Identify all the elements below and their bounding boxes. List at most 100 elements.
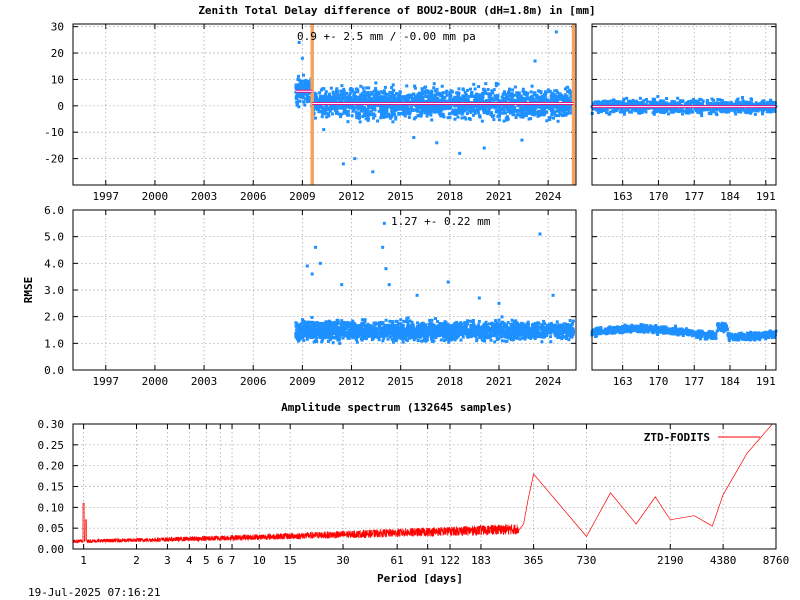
data-point xyxy=(303,80,307,84)
data-point xyxy=(446,116,450,120)
data-point xyxy=(296,74,300,78)
data-point xyxy=(678,99,682,103)
data-point xyxy=(331,341,335,345)
data-point xyxy=(694,106,698,110)
data-point xyxy=(552,93,556,97)
data-point xyxy=(427,95,431,99)
data-point xyxy=(660,109,664,113)
data-point xyxy=(496,82,500,86)
outlier-point xyxy=(533,59,537,63)
data-point xyxy=(347,324,351,328)
data-point xyxy=(430,322,434,326)
data-point xyxy=(556,336,560,340)
data-point xyxy=(531,110,535,114)
data-point xyxy=(484,320,488,324)
data-point xyxy=(325,115,329,119)
data-point xyxy=(453,334,457,338)
data-point xyxy=(298,84,302,88)
data-point xyxy=(404,108,408,112)
data-point xyxy=(656,108,660,112)
data-point xyxy=(618,110,622,114)
data-point xyxy=(303,92,307,96)
data-point xyxy=(315,339,319,343)
data-point xyxy=(355,116,359,120)
data-point xyxy=(323,94,327,98)
data-point xyxy=(506,95,510,99)
data-point xyxy=(488,322,492,326)
data-point xyxy=(320,105,324,109)
data-point xyxy=(420,100,424,104)
data-point xyxy=(423,94,427,98)
data-point xyxy=(504,99,508,103)
data-point xyxy=(488,328,492,332)
data-point xyxy=(360,337,364,341)
data-point xyxy=(338,341,342,345)
data-point xyxy=(705,100,709,104)
data-point xyxy=(485,92,489,96)
data-point xyxy=(326,324,330,328)
data-point xyxy=(657,108,661,112)
data-point xyxy=(738,108,742,112)
data-point xyxy=(523,112,527,116)
data-point xyxy=(296,83,300,87)
data-point xyxy=(683,102,687,106)
data-point xyxy=(382,98,386,102)
data-point xyxy=(379,90,383,94)
data-point xyxy=(626,102,630,106)
y-tick-label: 20 xyxy=(51,47,64,60)
data-point xyxy=(507,336,511,340)
data-point xyxy=(347,99,351,103)
data-point xyxy=(642,102,646,106)
data-point xyxy=(613,102,617,106)
data-point xyxy=(303,103,307,107)
data-point xyxy=(416,109,420,113)
data-point xyxy=(508,87,512,91)
data-point xyxy=(341,97,345,101)
data-point xyxy=(429,110,433,114)
data-point xyxy=(363,113,367,117)
data-point xyxy=(566,327,570,331)
data-point xyxy=(415,321,419,325)
data-point xyxy=(443,106,447,110)
x-tick-label: 2021 xyxy=(486,190,513,203)
data-point xyxy=(539,97,543,101)
data-point xyxy=(383,106,387,110)
data-point xyxy=(566,97,570,101)
data-point xyxy=(331,105,335,109)
data-point xyxy=(313,97,317,101)
x-tick-label: 191 xyxy=(756,190,776,203)
data-point xyxy=(372,321,376,325)
outlier-point xyxy=(341,162,345,166)
data-point xyxy=(398,90,402,94)
data-point xyxy=(473,87,477,91)
data-point xyxy=(489,93,493,97)
data-point xyxy=(697,100,701,104)
data-point xyxy=(715,113,719,117)
data-point xyxy=(416,95,420,99)
data-point xyxy=(437,109,441,113)
data-point xyxy=(350,97,354,101)
data-point xyxy=(366,322,370,326)
data-point xyxy=(364,97,368,101)
data-point xyxy=(461,111,465,115)
y-tick-label: -20 xyxy=(44,153,64,166)
data-point xyxy=(773,101,777,105)
data-point xyxy=(463,90,467,94)
data-point xyxy=(624,108,628,112)
outlier-point xyxy=(554,30,558,34)
data-point xyxy=(420,112,424,116)
data-point xyxy=(493,340,497,344)
data-point xyxy=(470,91,474,95)
data-point xyxy=(453,321,457,325)
data-point xyxy=(508,111,512,115)
data-point xyxy=(550,323,554,327)
data-point xyxy=(333,108,337,112)
data-point xyxy=(371,116,375,120)
data-point xyxy=(539,90,543,94)
data-point xyxy=(539,333,543,337)
data-point xyxy=(364,333,368,337)
data-point xyxy=(347,105,351,109)
data-point xyxy=(487,333,491,337)
data-point xyxy=(477,99,481,103)
